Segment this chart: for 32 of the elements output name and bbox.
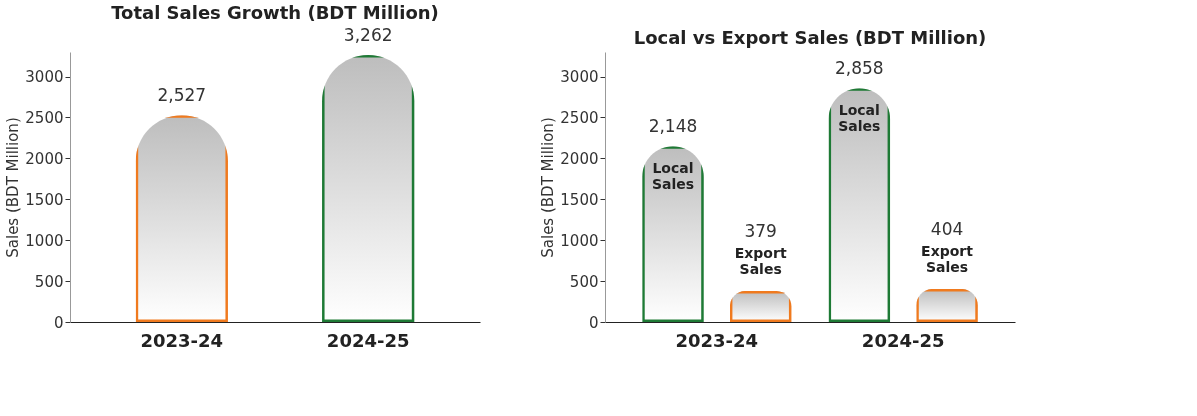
data-label: 2,858 xyxy=(835,58,884,79)
y-tick-label: 1000 xyxy=(25,231,64,250)
y-tick-label: 2500 xyxy=(560,108,599,127)
x-tick-label: 2024-25 xyxy=(326,329,410,351)
y-tick-label: 2500 xyxy=(25,108,64,127)
x-tick-label: 2023-24 xyxy=(675,329,759,351)
y-tick-label: 0 xyxy=(53,313,64,332)
y-tick-label: 1500 xyxy=(25,190,64,209)
y-axis-title: Sales (BDT Million) xyxy=(539,117,558,258)
x-tick-label: 2024-25 xyxy=(861,329,945,351)
data-label: 379 xyxy=(744,220,777,241)
y-tick-label: 3000 xyxy=(25,68,64,87)
data-label: 2,148 xyxy=(648,116,698,137)
data-label: 3,262 xyxy=(343,25,393,46)
data-label: 2,527 xyxy=(157,85,207,106)
y-axis-title: Sales (BDT Million) xyxy=(4,117,23,258)
y-tick-label: 1500 xyxy=(560,190,599,209)
series-label: Local Sales xyxy=(651,160,695,193)
data-label: 404 xyxy=(930,218,964,239)
y-tick-label: 0 xyxy=(588,313,599,332)
text: Local Sales xyxy=(838,102,881,135)
y-tick-label: 1000 xyxy=(560,231,599,250)
series-label: Export Sales xyxy=(734,244,787,277)
y-tick-label: 500 xyxy=(34,272,64,291)
y-tick-label: 2000 xyxy=(25,149,64,168)
chart-title: Total Sales Growth (BDT Million) xyxy=(111,2,439,24)
chart-title: Local vs Export Sales (BDT Million) xyxy=(633,27,987,48)
y-tick-label: 3000 xyxy=(560,68,599,87)
y-tick-label: 2000 xyxy=(560,149,599,168)
y-tick-label: 500 xyxy=(569,272,599,291)
text: Export Sales xyxy=(921,242,973,275)
x-tick-label: 2023-24 xyxy=(140,329,224,351)
